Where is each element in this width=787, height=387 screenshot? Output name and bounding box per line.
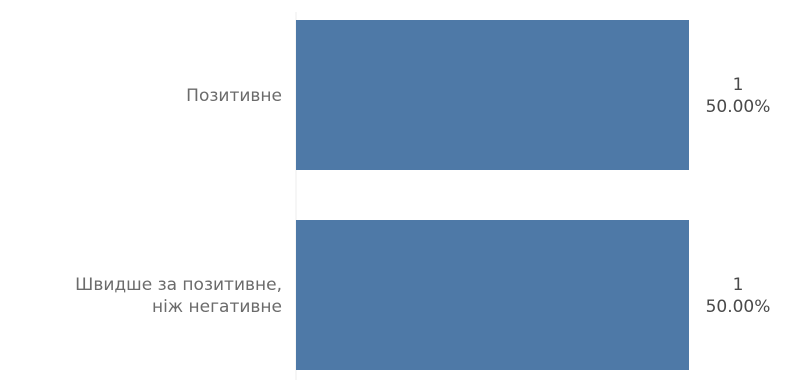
- value-label-1: 1: [733, 275, 744, 295]
- category-label-1: Швидше за позитивне, ніж негативне: [75, 275, 282, 317]
- category-label-line: Позитивне: [186, 86, 282, 106]
- bar-1: [296, 220, 689, 370]
- bar-0: [296, 20, 689, 170]
- percent-label-0: 50.00%: [706, 97, 771, 117]
- category-label-0: Позитивне: [186, 86, 282, 106]
- value-label-0: 1: [733, 75, 744, 95]
- bars-layer: [296, 20, 689, 370]
- category-label-line: ніж негативне: [152, 297, 282, 317]
- percent-label-1: 50.00%: [706, 297, 771, 317]
- category-label-line: Швидше за позитивне,: [75, 275, 282, 295]
